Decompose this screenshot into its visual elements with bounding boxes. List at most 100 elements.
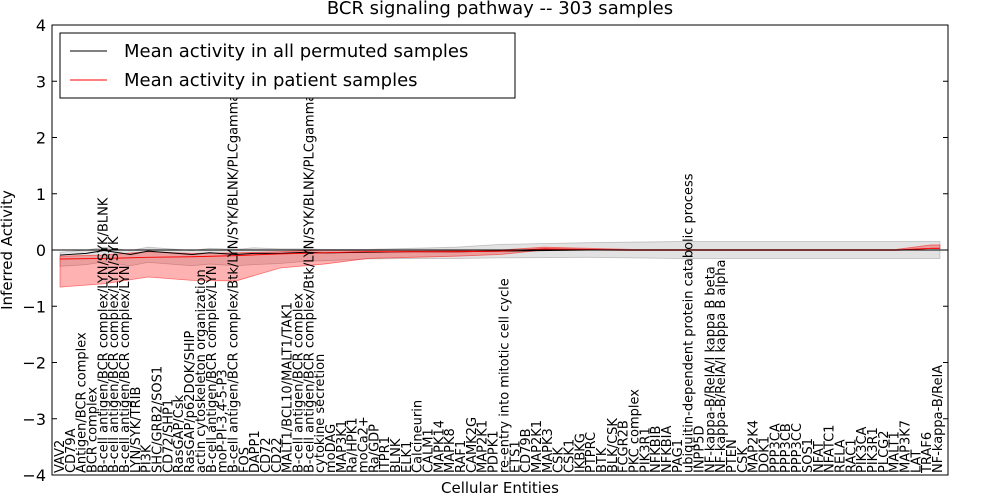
category-label: B-cell antigen/BCR complex/LYN bbox=[118, 266, 133, 473]
category-label: B-cell antigen/BCR complex/Btk/LYN/SYK/B… bbox=[302, 94, 317, 473]
x-axis-label: Cellular Entities bbox=[441, 479, 559, 497]
category-label: MAP2K1 bbox=[476, 420, 491, 473]
category-label: Antigen/BCR complex bbox=[75, 332, 90, 473]
y-tick-label: 4 bbox=[36, 16, 46, 35]
category-label: RasGAP/p62DOK/SHIP bbox=[183, 331, 198, 473]
category-label: BCR complex bbox=[86, 387, 101, 473]
category-label: LAT bbox=[909, 450, 924, 473]
category-label: CD72/SHP1 bbox=[161, 399, 176, 473]
category-label: RasGAP/Csk bbox=[172, 394, 187, 473]
category-label: B-cell antigen/BCR complex/LYN/SYK/BLNK bbox=[96, 197, 111, 473]
category-label: DAPP1 bbox=[248, 430, 263, 473]
category-label: PPP3CC bbox=[790, 423, 805, 473]
category-label: SHC/GRB2/SOS1 bbox=[151, 366, 166, 473]
y-tick-label: 2 bbox=[36, 129, 46, 148]
category-label: Ra/HPK1 bbox=[346, 417, 361, 473]
category-label: PPP3CA bbox=[768, 423, 783, 473]
category-label: PAG1 bbox=[671, 439, 686, 473]
category-label: moCa2+ bbox=[357, 416, 372, 473]
category-label: CSK bbox=[736, 447, 751, 473]
category-label: DOK1 bbox=[758, 436, 773, 473]
category-label: CD79A bbox=[64, 428, 79, 473]
category-label: B-cell antigen/BCR complex/LYN/SYK bbox=[107, 236, 122, 473]
category-label: MAPK8 bbox=[443, 428, 458, 473]
category-label: MAP3K7 bbox=[898, 420, 913, 473]
category-label: MALT1 bbox=[888, 431, 903, 473]
category-label: PTPRC bbox=[584, 432, 599, 473]
category-label: MALT1/BCL10/MALT1/TAK1 bbox=[281, 302, 296, 473]
category-label: INPP5D bbox=[693, 425, 708, 473]
category-label: NFKBIB bbox=[649, 426, 664, 473]
category-label: FOS bbox=[237, 447, 252, 473]
category-label: MAP2K1 bbox=[530, 420, 545, 473]
category-label: ETS1 bbox=[508, 440, 523, 473]
legend: Mean activity in all permuted samples Me… bbox=[59, 32, 516, 99]
category-label: RELA bbox=[833, 439, 848, 473]
category-label: BTK bbox=[595, 447, 610, 473]
y-axis-ticks: −4 −3 −2 −1 0 1 2 3 4 bbox=[22, 16, 948, 485]
category-label: CALM1 bbox=[422, 428, 437, 473]
category-label: Calcineurin bbox=[411, 400, 426, 473]
category-label: PTEN bbox=[725, 439, 740, 473]
category-label: IKBKG bbox=[573, 433, 588, 473]
category-label: RAC1 bbox=[844, 438, 859, 473]
category-label: FCGR2B bbox=[617, 420, 632, 473]
legend-label-permuted: Mean activity in all permuted samples bbox=[124, 41, 468, 62]
permuted-band-layer bbox=[59, 241, 941, 267]
category-label: CSK1 bbox=[562, 439, 577, 473]
y-tick-label: 1 bbox=[36, 185, 46, 204]
category-label: B-cell antigen/BCR complex/LYN bbox=[205, 266, 220, 473]
category-label: cytokine secretion bbox=[313, 354, 328, 473]
y-tick-label: −2 bbox=[22, 354, 46, 373]
category-label: MAPK14 bbox=[432, 420, 447, 473]
category-label: PIK3R1 bbox=[866, 427, 881, 473]
category-label: CSK bbox=[552, 447, 567, 473]
category-label: PKC complex bbox=[627, 389, 642, 473]
category-label: Ra/GDP bbox=[367, 424, 382, 473]
category-label: VAV2 bbox=[53, 440, 68, 473]
y-tick-label: −4 bbox=[22, 466, 46, 485]
legend-label-patient: Mean activity in patient samples bbox=[124, 70, 418, 91]
category-label: ELK1 bbox=[400, 441, 415, 473]
category-label: SOS1 bbox=[801, 438, 816, 473]
category-label: PIK3R1 bbox=[638, 427, 653, 473]
category-label: PI3K bbox=[140, 444, 155, 473]
permuted-range-band bbox=[59, 241, 941, 267]
category-label: MAPK3 bbox=[541, 428, 556, 473]
category-label: PDPK1 bbox=[487, 431, 502, 474]
category-label: ITPR1 bbox=[378, 436, 393, 473]
category-label: B-cell antigen/BCR complex/Btk/LYN/SYK/B… bbox=[226, 85, 241, 473]
category-label: ubiquitin-dependent protein catabolic pr… bbox=[682, 173, 697, 473]
y-tick-label: −1 bbox=[22, 297, 46, 316]
category-label: re-entry into mitotic cell cycle bbox=[497, 278, 512, 473]
category-label: actin cytoskeleton organization bbox=[194, 269, 209, 473]
category-label: PPP3CB bbox=[779, 423, 794, 473]
category-label: CD72 bbox=[259, 437, 274, 473]
legend-frame bbox=[59, 32, 516, 99]
category-label: TRAF6 bbox=[920, 432, 935, 474]
category-label: RAF1 bbox=[454, 440, 469, 473]
category-label: moP-PI-3,4-5-P3 bbox=[216, 369, 231, 473]
category-label: PIK3CA bbox=[855, 426, 870, 473]
category-label: NF-kappa-B/RelA/I kappa B alpha bbox=[714, 260, 729, 473]
y-tick-label: 0 bbox=[36, 241, 46, 260]
category-label: CD22 bbox=[270, 437, 285, 473]
category-label: NFATC1 bbox=[823, 425, 838, 473]
category-label: CD79B bbox=[519, 428, 534, 473]
y-tick-label: −3 bbox=[22, 410, 46, 429]
category-label: PLCG2 bbox=[877, 430, 892, 473]
plot-frame bbox=[51, 24, 949, 476]
category-label: CAMK2G bbox=[465, 417, 480, 473]
y-axis-label: Inferred Activity bbox=[0, 190, 16, 310]
category-label: MAP2K4 bbox=[747, 420, 762, 473]
category-label: NF-kappa-B/RelA/I kappa B beta bbox=[703, 266, 718, 473]
category-label: NFKBIA bbox=[660, 426, 675, 473]
chart-title: BCR signaling pathway -- 303 samples bbox=[327, 0, 673, 19]
category-label: moDAG bbox=[324, 424, 339, 473]
category-label: B-cell antigen/BCR complex bbox=[291, 293, 306, 473]
category-label: NFAT bbox=[812, 441, 827, 473]
category-label: BLK/CSK bbox=[606, 418, 621, 473]
y-tick-label: 3 bbox=[36, 72, 46, 91]
